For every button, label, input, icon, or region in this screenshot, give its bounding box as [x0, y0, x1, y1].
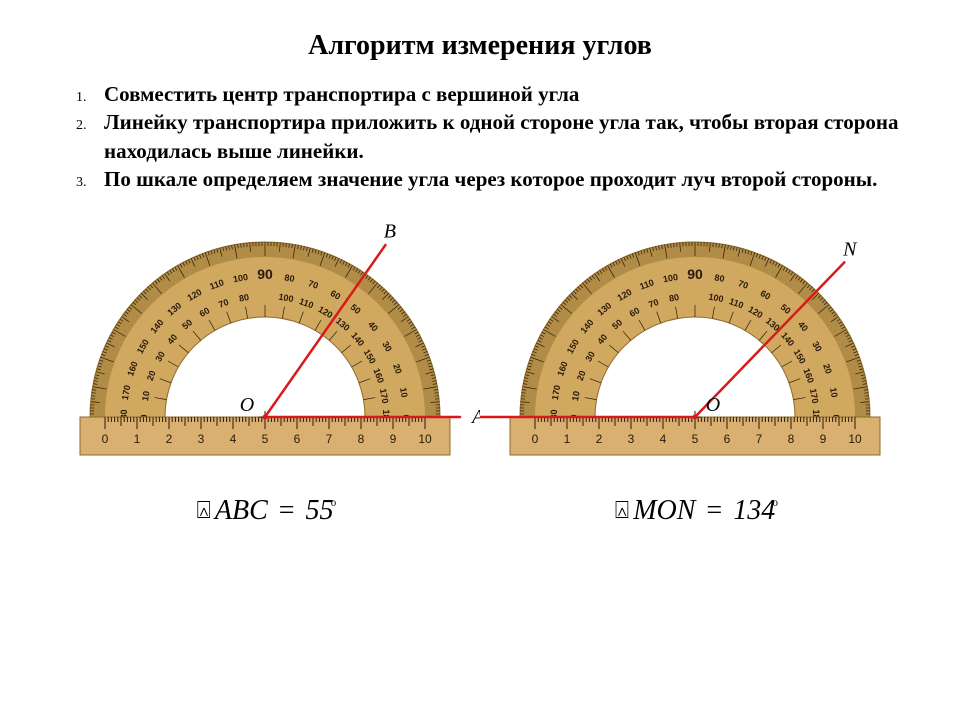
list-item: По шкале определяем значение угла через …: [90, 165, 910, 193]
formula-left: ⍓ABC = 55ͦ: [196, 495, 333, 527]
svg-text:0: 0: [102, 432, 109, 446]
equals-sign: =: [272, 495, 302, 526]
svg-text:4: 4: [660, 432, 667, 446]
svg-text:1: 1: [564, 432, 571, 446]
svg-text:2: 2: [166, 432, 173, 446]
svg-text:80: 80: [714, 273, 726, 285]
svg-text:10: 10: [570, 391, 582, 403]
page-title: Алгоритм измерения углов: [50, 30, 910, 62]
figures-row: 0180101702016030150401405013060120701108…: [50, 211, 910, 527]
svg-text:8: 8: [358, 432, 365, 446]
angle-symbol-icon: ⍓: [615, 497, 629, 524]
svg-text:90: 90: [257, 266, 273, 282]
svg-text:80: 80: [238, 292, 250, 304]
angle-value: 134: [733, 495, 775, 526]
svg-text:5: 5: [262, 432, 269, 446]
angle-value: 55: [306, 495, 334, 526]
angle-symbol-icon: ⍓: [196, 497, 210, 524]
svg-text:80: 80: [668, 292, 680, 304]
svg-text:7: 7: [326, 432, 333, 446]
svg-text:10: 10: [418, 432, 432, 446]
svg-text:5: 5: [692, 432, 699, 446]
svg-text:90: 90: [687, 266, 703, 282]
svg-text:9: 9: [390, 432, 397, 446]
svg-text:A: A: [470, 406, 480, 428]
svg-text:9: 9: [820, 432, 827, 446]
angle-name: MON: [633, 495, 695, 526]
algorithm-list: Совместить центр транспортира с вершиной…: [50, 80, 910, 193]
formula-right: ⍓MON = 134ͦ: [615, 495, 775, 527]
page: Алгоритм измерения углов Совместить цент…: [0, 0, 960, 527]
svg-text:6: 6: [724, 432, 731, 446]
list-item: Совместить центр транспортира с вершиной…: [90, 80, 910, 108]
figure-left: 0180101702016030150401405013060120701108…: [50, 217, 480, 527]
svg-text:10: 10: [828, 387, 840, 399]
svg-text:2: 2: [596, 432, 603, 446]
equals-sign: =: [699, 495, 729, 526]
svg-text:0: 0: [532, 432, 539, 446]
protractor-right: 0180101702016030150401405013060120701108…: [480, 217, 910, 477]
svg-text:3: 3: [628, 432, 635, 446]
svg-text:10: 10: [848, 432, 862, 446]
svg-text:10: 10: [140, 391, 152, 403]
svg-text:4: 4: [230, 432, 237, 446]
svg-text:8: 8: [788, 432, 795, 446]
svg-text:3: 3: [198, 432, 205, 446]
list-item: Линейку транспортира приложить к одной с…: [90, 108, 910, 165]
svg-text:10: 10: [398, 387, 410, 399]
protractor-left: 0180101702016030150401405013060120701108…: [50, 217, 480, 477]
figure-right: 0180101702016030150401405013060120701108…: [480, 217, 910, 527]
svg-text:1: 1: [134, 432, 141, 446]
angle-name: ABC: [215, 495, 268, 526]
svg-text:O: O: [240, 394, 254, 416]
svg-text:B: B: [384, 221, 396, 243]
svg-text:O: O: [706, 394, 720, 416]
svg-text:6: 6: [294, 432, 301, 446]
svg-text:N: N: [842, 239, 858, 261]
svg-text:7: 7: [756, 432, 763, 446]
svg-text:80: 80: [284, 273, 296, 285]
